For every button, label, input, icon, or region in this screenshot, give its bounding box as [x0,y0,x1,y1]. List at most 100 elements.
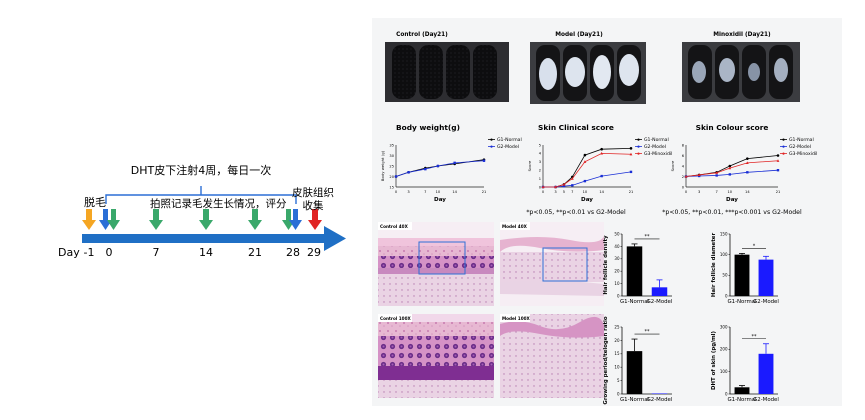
data-point [684,175,688,178]
x-tick-label: 3 [554,190,556,194]
y-tick-label: 4 [539,152,542,156]
data-point [629,147,633,150]
bar-g2-model [758,353,774,394]
x-tick-label: 10 [728,190,733,194]
x-tick-label: 0 [395,190,398,194]
y-axis-label: Hair follicle density [603,235,609,295]
x-category-label: G1-Normal [620,397,649,403]
data-point [728,164,732,168]
photo-control [385,42,509,102]
photo-title-minoxidil: Minoxidil (Day21) [713,32,771,38]
y-axis-label: Score [670,160,675,171]
marker-day28-injection-arrow [289,209,302,230]
x-tick-label: 0 [542,190,545,194]
y-tick-label: 8 [682,143,685,147]
marker-day0-photo-arrow [107,209,120,230]
x-tick-label: 7 [424,190,426,194]
y-tick-label: 0 [617,391,620,396]
y-tick-label: 3 [539,160,541,164]
x-category-label: G2-Model [647,299,673,305]
x-tick-label: 21 [629,190,634,194]
data-point [562,182,566,186]
significance-footnote: *p<0.05, **p<0.01, ***p<0.001 vs G2-Mode… [662,209,802,216]
histology-model-100x: Model 100X [500,314,604,398]
y-tick-label: 10 [614,281,620,286]
y-tick-label: 0 [617,293,620,298]
x-tick-label: 5 [563,190,565,194]
y-tick-label: 100 [720,369,728,374]
marker-hair-removal-arrow [82,209,96,230]
data-point [394,175,398,178]
y-tick-label: 0 [725,293,728,298]
x-tick-label: 7 [571,190,573,194]
data-point [715,171,719,174]
data-point [715,174,718,177]
y-tick-label: 5 [539,143,541,147]
y-tick-label: 5 [617,378,620,383]
y-tick-label: 40 [614,244,620,249]
marker-day21-photo-arrow [248,209,262,230]
data-point [746,171,749,174]
y-tick-label: 2 [539,169,541,173]
y-axis-label: Score [527,160,532,171]
series-line-g2-model [685,169,779,177]
marker-day0-injection-arrow [99,209,112,230]
day-label-7: 7 [153,246,160,259]
skin-clinical-score-chart: Skin Clinical score 0 1 2 3 4 5 0 3 5 7 10 14 21 Day Sc… [526,123,672,216]
data-point [570,177,574,180]
y-tick-label: 200 [720,347,728,352]
day-label-minus1: -1 [84,246,95,259]
y-tick-label: 20 [614,338,620,343]
data-point [600,151,604,155]
series-line-g2-model [543,171,632,188]
data-point [453,161,456,165]
y-tick-label: 300 [720,324,728,329]
bar-g2-model [651,287,668,296]
y-tick-label: 0 [725,391,728,396]
data-point [629,170,633,174]
data-point [600,147,603,151]
bar-g2-model [758,259,774,296]
data-point [407,171,410,174]
data-point [745,161,749,164]
legend-label: G3-Minoxidil [789,151,817,157]
y-tick-label: 10 [614,365,620,370]
data-point [424,167,427,171]
data-point [583,153,587,157]
data-point [571,184,574,187]
x-category-label: G2-Model [753,397,779,403]
growing-telogen-ratio-chart: 0 5 10 15 20 25 Growing period/telogen ratio G1… [603,316,672,404]
bar-g1-normal [626,246,643,296]
data-point [600,174,603,178]
series-line-g3-minoxidil [543,152,632,188]
x-axis-label: Day [726,197,738,203]
data-point [562,184,566,188]
histology-label-control-100x: Control 100X [380,316,412,321]
hair-follicle-density-chart: 0 10 20 30 40 50 Hair follicle density G1-Norma… [603,231,672,305]
day-label-28: 28 [286,246,300,259]
y-tick-label: 50 [614,231,620,236]
series-line-g2-model [395,160,485,177]
y-tick-label: 30 [389,154,394,158]
legend-label: G1-Normal [644,137,669,143]
legend-marker [782,138,785,141]
photo-title-model: Model (Day21) [555,32,603,38]
y-tick-label: 50 [722,273,728,278]
significance-marker: ** [645,234,651,240]
results-figure: Control (Day21) Model (Day21) Minoxidil … [378,32,817,405]
legend-label: G1-Normal [789,137,814,143]
data-point [776,169,780,172]
line-chart-title: Body weight(g) [396,123,460,132]
legend-label: G1-Normal [497,137,522,143]
hair-removal-label: 脱毛 [84,195,106,209]
legend-marker [490,145,493,148]
x-axis-label: Day [434,197,446,203]
x-tick-label: 7 [716,190,718,194]
data-point [746,157,749,160]
legend-label: G3-Minoxidil [644,151,672,157]
data-point [697,173,701,177]
x-tick-label: 3 [698,190,700,194]
day-label-21: 21 [248,246,262,259]
y-tick-label: 4 [682,164,685,168]
